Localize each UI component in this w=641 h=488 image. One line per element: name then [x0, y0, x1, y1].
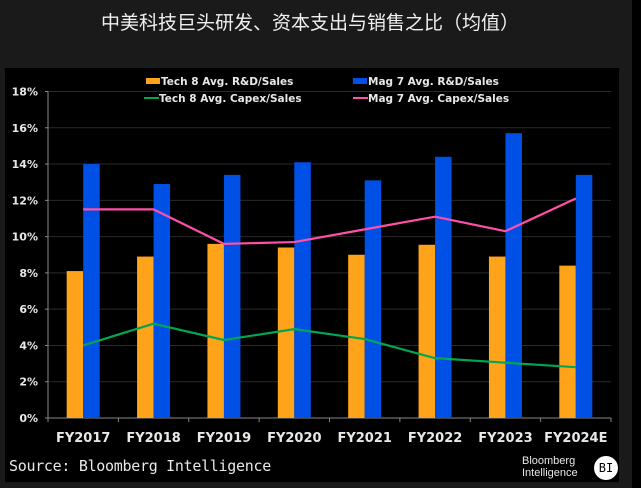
y-tick-label: 4% [19, 339, 38, 352]
y-tick-label: 14% [12, 158, 38, 171]
y-tick-label: 18% [12, 86, 38, 99]
y-tick-label: 0% [19, 412, 38, 425]
x-tick-label: FY2024E [544, 431, 607, 446]
legend-label: Mag 7 Avg. Capex/Sales [368, 93, 509, 105]
bi-logo-icon: BI [594, 456, 618, 480]
x-tick-label: FY2018 [126, 431, 180, 446]
line-mag7-capex [83, 197, 577, 245]
x-tick-label: FY2020 [267, 431, 321, 446]
bar-tech8-rd [559, 265, 576, 418]
chart-title: 中美科技巨头研发、资本支出与销售之比（均值） [100, 12, 519, 34]
bar-mag7-rd [575, 174, 593, 418]
legend-label: Tech 8 Avg. Capex/Sales [159, 93, 302, 105]
bar-mag7-rd [294, 162, 311, 418]
bar-tech8-rd [488, 256, 506, 418]
bar-tech8-rd [207, 243, 224, 418]
y-tick-label: 8% [19, 267, 38, 280]
bar-tech8-rd [277, 247, 295, 418]
source-note: Source: Bloomberg Intelligence [9, 457, 271, 475]
x-tick-label: FY2017 [56, 431, 110, 446]
bar-mag7-rd [505, 133, 522, 418]
bar-tech8-rd [348, 254, 365, 418]
bar-tech8-rd [418, 244, 436, 418]
bar-tech8-rd [137, 256, 154, 418]
bar-mag7-rd [435, 156, 452, 419]
legend-label: Mag 7 Avg. R&D/Sales [368, 76, 499, 88]
y-tick-label: 10% [12, 231, 38, 244]
legend-swatch [353, 78, 367, 84]
y-tick-label: 12% [12, 194, 38, 207]
brand-logo-text: Bloomberg Intelligence [522, 455, 578, 479]
bar-mag7-rd [153, 184, 171, 418]
bar-mag7-rd [83, 164, 100, 418]
bar-mag7-rd [223, 174, 241, 418]
brand-line-1: Bloomberg [522, 455, 576, 467]
x-tick-label: FY2022 [408, 431, 462, 446]
x-tick-label: FY2023 [478, 431, 532, 446]
y-tick-label: 6% [19, 303, 38, 316]
line-tech8-capex [82, 322, 576, 369]
legend-label: Tech 8 Avg. R&D/Sales [161, 76, 293, 88]
frame-edge [632, 0, 641, 488]
bar-tech8-rd [66, 271, 84, 418]
bar-mag7-rd [364, 180, 382, 418]
brand-line-2: Intelligence [522, 467, 578, 479]
x-tick-label: FY2021 [337, 431, 391, 446]
y-tick-label: 16% [12, 122, 38, 135]
y-tick-label: 2% [19, 376, 38, 389]
x-tick-label: FY2019 [197, 431, 251, 446]
legend-swatch [146, 78, 160, 84]
